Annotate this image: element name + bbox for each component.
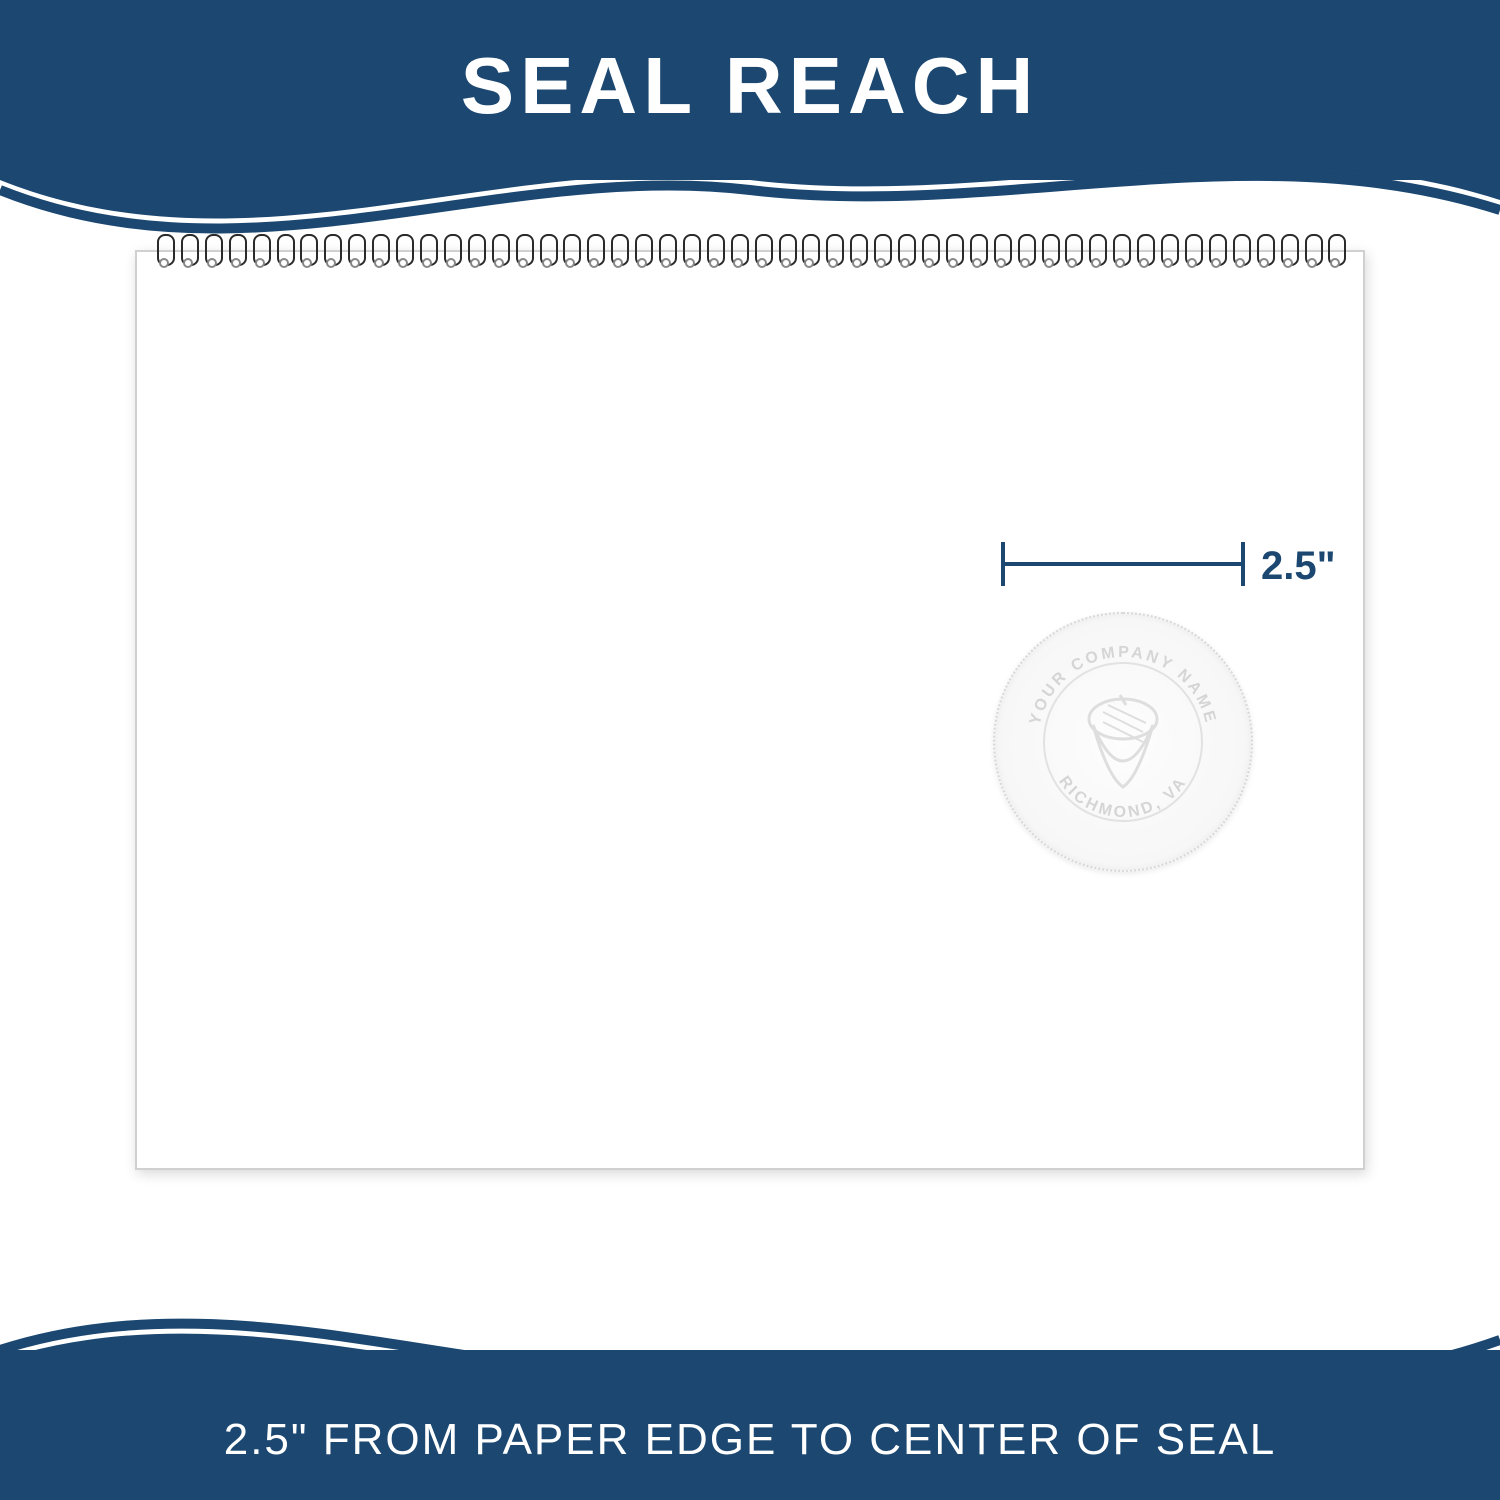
- spiral-ring: [540, 234, 554, 270]
- spiral-ring: [1328, 234, 1342, 270]
- spiral-ring: [779, 234, 793, 270]
- page-title: SEAL REACH: [461, 40, 1040, 132]
- spiral-ring: [1089, 234, 1103, 270]
- notebook-page: 2.5" YOUR COMPANY NAME RICHMOND, VA: [135, 250, 1365, 1170]
- spiral-ring: [1113, 234, 1127, 270]
- spiral-ring: [1257, 234, 1271, 270]
- spiral-ring: [516, 234, 530, 270]
- spiral-ring: [253, 234, 267, 270]
- spiral-ring: [587, 234, 601, 270]
- spiral-ring: [420, 234, 434, 270]
- spiral-ring: [468, 234, 482, 270]
- spiral-ring: [922, 234, 936, 270]
- spiral-ring: [181, 234, 195, 270]
- spiral-ring: [348, 234, 362, 270]
- spiral-ring: [635, 234, 649, 270]
- spiral-ring: [970, 234, 984, 270]
- measure-label: 2.5": [1261, 544, 1336, 589]
- spiral-ring: [1161, 234, 1175, 270]
- spiral-ring: [994, 234, 1008, 270]
- spiral-ring: [659, 234, 673, 270]
- content-area: 2.5" YOUR COMPANY NAME RICHMOND, VA: [135, 250, 1365, 1170]
- spiral-ring: [563, 234, 577, 270]
- spiral-ring: [1018, 234, 1032, 270]
- spiral-ring: [444, 234, 458, 270]
- footer-banner: 2.5" FROM PAPER EDGE TO CENTER OF SEAL: [0, 1350, 1500, 1500]
- header-banner: SEAL REACH: [0, 0, 1500, 180]
- spiral-ring: [946, 234, 960, 270]
- spiral-ring: [372, 234, 386, 270]
- measure-tick-right: [1241, 542, 1245, 586]
- spiral-ring: [826, 234, 840, 270]
- spiral-ring: [1209, 234, 1223, 270]
- spiral-ring: [731, 234, 745, 270]
- acorn-icon: [1078, 687, 1168, 797]
- spiral-ring: [1042, 234, 1056, 270]
- spiral-ring: [611, 234, 625, 270]
- spiral-ring: [850, 234, 864, 270]
- spiral-ring: [874, 234, 888, 270]
- spiral-ring: [683, 234, 697, 270]
- embossed-seal: YOUR COMPANY NAME RICHMOND, VA: [993, 612, 1253, 872]
- spiral-ring: [396, 234, 410, 270]
- spiral-ring: [492, 234, 506, 270]
- spiral-ring: [157, 234, 171, 270]
- spiral-ring: [205, 234, 219, 270]
- spiral-ring: [229, 234, 243, 270]
- spiral-binding: [157, 234, 1343, 270]
- spiral-ring: [1065, 234, 1079, 270]
- spiral-ring: [898, 234, 912, 270]
- spiral-ring: [1185, 234, 1199, 270]
- seal-center-emblem: [1063, 682, 1183, 802]
- spiral-ring: [324, 234, 338, 270]
- spiral-ring: [707, 234, 721, 270]
- spiral-ring: [755, 234, 769, 270]
- spiral-ring: [1281, 234, 1295, 270]
- spiral-ring: [802, 234, 816, 270]
- footer-caption: 2.5" FROM PAPER EDGE TO CENTER OF SEAL: [224, 1415, 1277, 1465]
- spiral-ring: [300, 234, 314, 270]
- measurement-indicator: 2.5": [1001, 542, 1361, 592]
- spiral-ring: [277, 234, 291, 270]
- spiral-ring: [1233, 234, 1247, 270]
- spiral-ring: [1305, 234, 1319, 270]
- measure-line: [1001, 562, 1241, 566]
- spiral-ring: [1137, 234, 1151, 270]
